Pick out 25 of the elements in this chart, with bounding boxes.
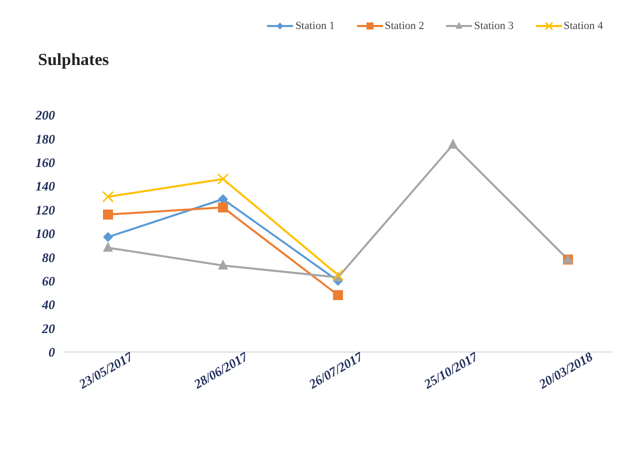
point	[103, 232, 113, 242]
y-tick-label: 60	[42, 274, 56, 289]
legend-label: Station 4	[564, 20, 603, 32]
y-tick-label: 40	[41, 297, 56, 312]
point	[333, 290, 343, 300]
legend-label: Station 3	[474, 20, 514, 32]
point	[448, 138, 458, 149]
point	[218, 202, 228, 212]
y-tick-label: 20	[41, 320, 56, 336]
y-tick-label: 160	[36, 155, 56, 170]
y-tick-label: 0	[48, 344, 56, 360]
y-tick-label: 200	[34, 108, 56, 123]
y-tick-label: 180	[36, 131, 56, 146]
legend-label: Station 2	[384, 20, 424, 32]
point	[218, 259, 228, 270]
legend-label: Station 1	[295, 20, 335, 32]
point	[103, 210, 113, 220]
point	[103, 242, 113, 252]
y-tick-label: 80	[42, 250, 56, 265]
point	[102, 191, 114, 203]
point	[217, 173, 229, 185]
y-tick-label: 120	[36, 202, 56, 218]
y-tick-label: 100	[36, 226, 56, 242]
chart-title: Sulphates	[38, 50, 109, 70]
y-tick-label: 140	[36, 178, 56, 194]
